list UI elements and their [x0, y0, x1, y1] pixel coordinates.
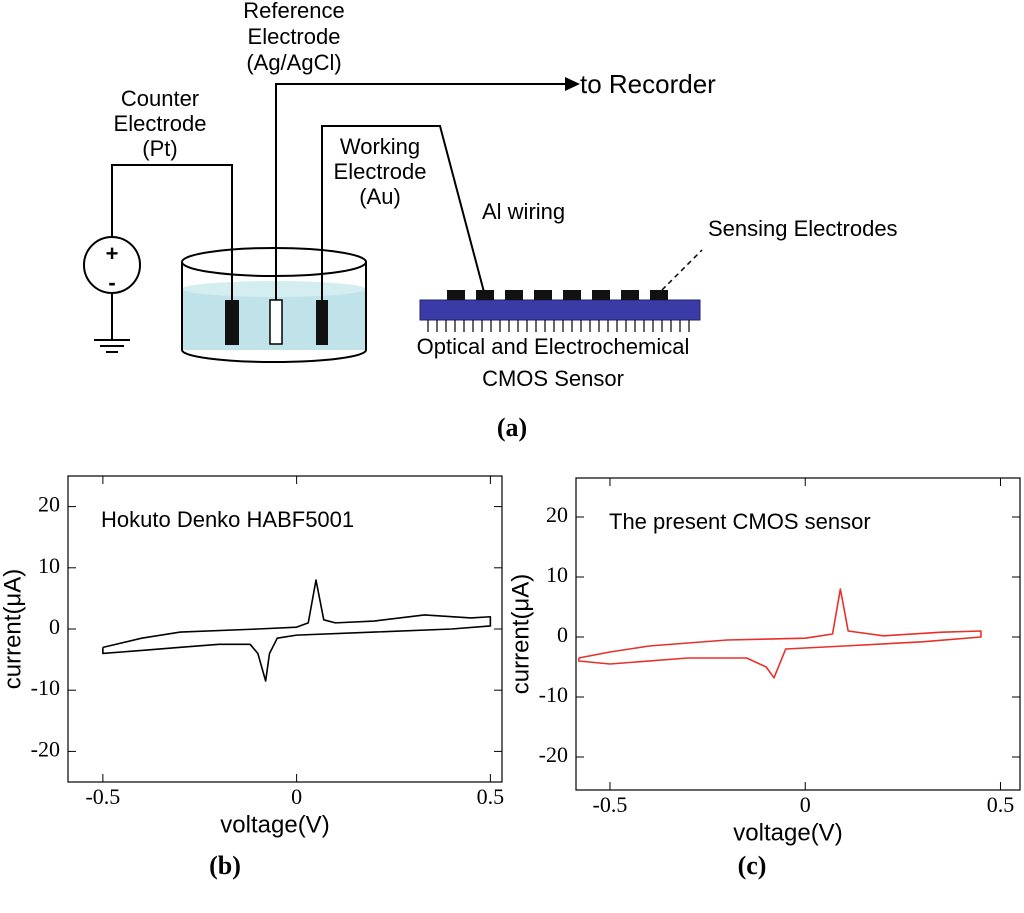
pad [476, 290, 494, 300]
label: (Ag/AgCl) [246, 50, 341, 75]
y-tick-label: 0 [557, 622, 568, 647]
counter-electrode [225, 300, 239, 345]
y-tick-label: 0 [49, 614, 60, 639]
x-tick-label: -0.5 [593, 792, 628, 817]
setup-diagram: + - Reference Electrode (Ag/AgCl) to Rec… [83, 0, 898, 442]
x-tick-label: 0.5 [987, 792, 1015, 817]
y-tick-label: -20 [539, 742, 568, 767]
cv-curve [102, 579, 492, 682]
pad [650, 290, 668, 300]
label: CMOS Sensor [482, 366, 624, 391]
label: Electrode [248, 24, 341, 49]
y-tick-label: -20 [31, 736, 60, 761]
x-axis-label: voltage(V) [220, 811, 329, 838]
label: Working [340, 134, 420, 159]
plot-frame [575, 477, 1021, 791]
y-tick-label: 10 [546, 562, 568, 587]
leader-line [661, 249, 703, 291]
cmos-chip [419, 299, 701, 321]
pad [592, 290, 610, 300]
beaker-rim [181, 247, 367, 277]
x-tick-label: -0.5 [85, 784, 120, 809]
pad [505, 290, 523, 300]
y-tick-label: 10 [38, 553, 60, 578]
panel-label: (a) [497, 413, 527, 442]
cv-curve [577, 588, 982, 679]
x-tick-label: 0 [800, 792, 811, 817]
pad [563, 290, 581, 300]
y-tick-label: -10 [539, 682, 568, 707]
reference-wire [275, 83, 565, 300]
beaker [181, 262, 367, 363]
label: Electrode [334, 159, 427, 184]
pad [621, 290, 639, 300]
label: Electrode [114, 111, 207, 136]
label: to Recorder [580, 69, 716, 99]
chip-pins [427, 320, 690, 332]
panel-label: (c) [738, 851, 767, 880]
reference-electrode [269, 299, 283, 345]
working-wire [321, 125, 485, 300]
y-tick-label: 20 [38, 492, 60, 517]
label: Sensing Electrodes [708, 216, 898, 241]
working-electrode [316, 300, 328, 345]
annotation: Hokuto Denko HABF5001 [101, 507, 354, 532]
y-axis-label: current(μA) [507, 574, 534, 695]
liquid-surface [182, 281, 366, 297]
arrow-head [565, 77, 580, 91]
label: Counter [121, 86, 199, 111]
label: Al wiring [482, 199, 565, 224]
pad [534, 290, 552, 300]
y-tick-label: 20 [546, 502, 568, 527]
label: Reference [243, 0, 345, 23]
x-tick-label: 0 [291, 784, 302, 809]
label: (Au) [359, 184, 401, 209]
x-tick-label: 0.5 [477, 784, 505, 809]
panel-label: (b) [209, 851, 241, 880]
label: Optical and Electrochemical [417, 334, 690, 359]
y-tick-label: -10 [31, 675, 60, 700]
x-axis-label: voltage(V) [733, 819, 842, 846]
minus-sign: - [108, 270, 115, 295]
sensing-pads [447, 290, 668, 300]
annotation: The present CMOS sensor [609, 509, 871, 534]
ground [94, 293, 130, 353]
counter-wire [111, 164, 233, 300]
y-axis-label: current(μA) [0, 569, 26, 690]
label: (Pt) [142, 136, 177, 161]
plus-sign: + [106, 241, 119, 266]
pad [447, 290, 465, 300]
